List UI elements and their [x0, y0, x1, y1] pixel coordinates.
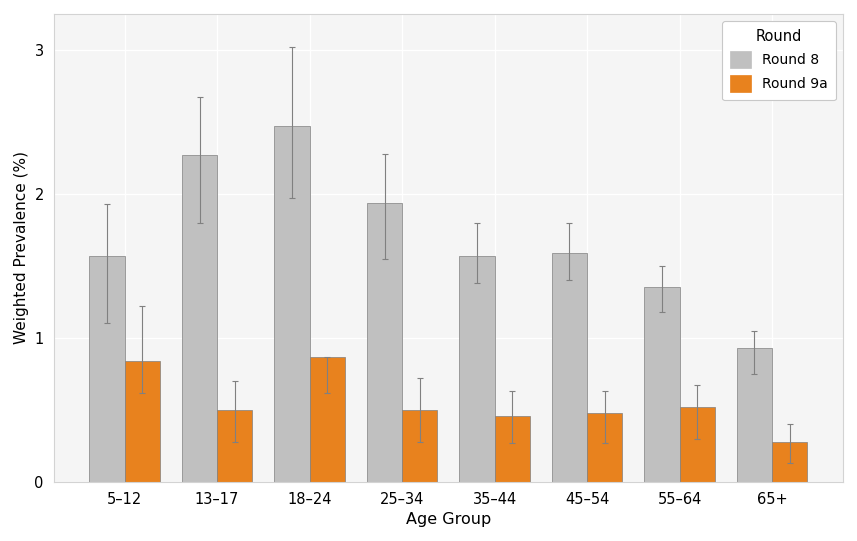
- Bar: [274, 126, 309, 482]
- Y-axis label: Weighted Prevalence (%): Weighted Prevalence (%): [14, 151, 29, 345]
- Bar: [772, 441, 807, 482]
- Bar: [124, 361, 159, 482]
- Bar: [367, 202, 402, 482]
- Bar: [217, 410, 252, 482]
- Bar: [644, 287, 680, 482]
- Bar: [402, 410, 437, 482]
- Legend: Round 8, Round 9a: Round 8, Round 9a: [722, 21, 836, 100]
- X-axis label: Age Group: Age Group: [405, 512, 491, 527]
- Bar: [552, 253, 587, 482]
- Bar: [89, 256, 124, 482]
- Bar: [309, 357, 345, 482]
- Bar: [737, 348, 772, 482]
- Bar: [182, 155, 217, 482]
- Bar: [587, 413, 622, 482]
- Bar: [680, 407, 715, 482]
- Bar: [459, 256, 494, 482]
- Bar: [494, 415, 530, 482]
